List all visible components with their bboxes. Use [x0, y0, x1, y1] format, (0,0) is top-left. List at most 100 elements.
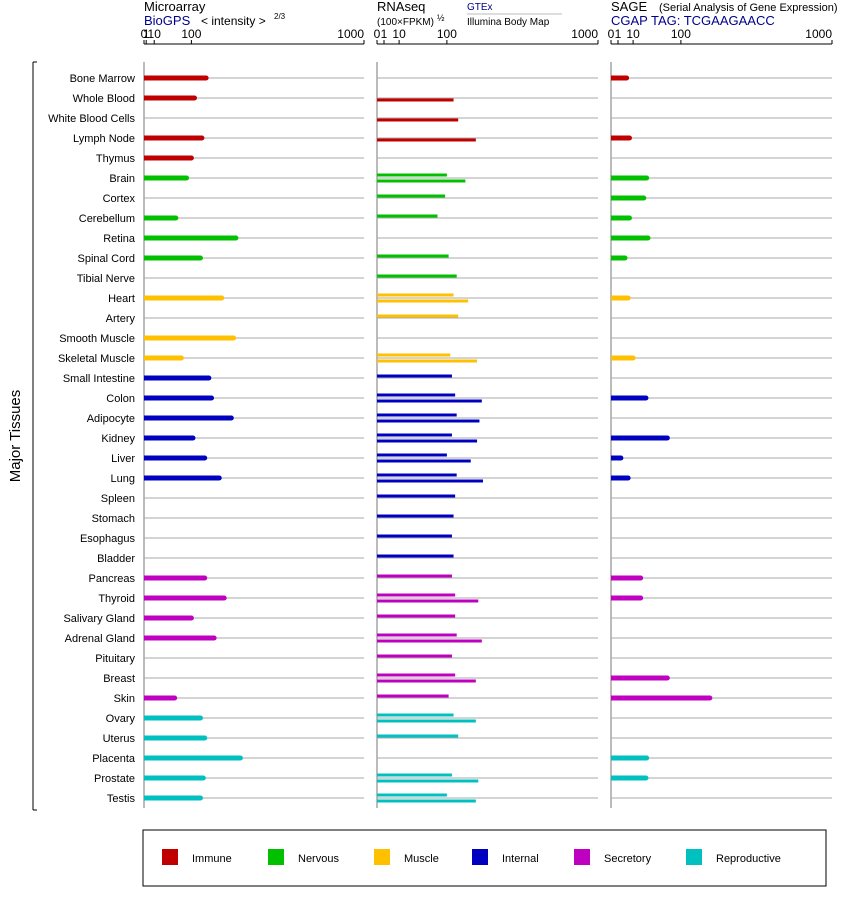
tissue-label: Retina — [103, 233, 136, 245]
tissue-label: Pancreas — [89, 573, 136, 585]
sage-tick-label: 1000 — [805, 27, 832, 41]
tissue-label: Heart — [108, 293, 135, 305]
tissue-label: Thymus — [96, 153, 136, 165]
tissue-label: Artery — [106, 313, 136, 325]
sage-title: SAGE — [611, 0, 647, 14]
tissue-label: Colon — [106, 393, 135, 405]
tissue-label: Bladder — [97, 553, 135, 565]
microarray-bar-cap — [228, 415, 234, 421]
y-axis-title: Major Tissues — [7, 390, 24, 483]
legend-label-reproductive: Reproductive — [716, 853, 781, 865]
tissue-label: Skeletal Muscle — [58, 353, 135, 365]
sage-bar-cap — [645, 235, 651, 241]
tissue-label: Brain — [109, 173, 135, 185]
legend-swatch-immune — [162, 849, 178, 865]
tissue-label: Spinal Cord — [78, 253, 135, 265]
sage-bar-cap — [618, 455, 624, 461]
tissue-label: Placenta — [92, 753, 136, 765]
tissue-label: Ovary — [106, 713, 136, 725]
sage-title-note: (Serial Analysis of Gene Expression) — [659, 2, 838, 14]
microarray-bar-cap — [237, 755, 243, 761]
gridlines-layer — [143, 62, 832, 808]
tissue-label: Testis — [107, 793, 136, 805]
sage-bar-cap — [626, 215, 632, 221]
sage-bar-cap — [644, 755, 650, 761]
tissue-label: Pituitary — [95, 653, 135, 665]
microarray-tick-label: 1 — [143, 27, 150, 41]
illumina-source-label: Illumina Body Map — [467, 17, 550, 28]
microarray-bar-cap — [216, 475, 222, 481]
tissue-label: Small Intestine — [63, 373, 135, 385]
tissue-label: Tibial Nerve — [77, 273, 135, 285]
sage-tick-label: 0 — [608, 27, 615, 41]
legend-swatch-reproductive — [686, 849, 702, 865]
microarray-tick-label: 100 — [181, 27, 201, 41]
rnaseq-title: RNAseq — [377, 0, 425, 14]
bars-layer — [144, 75, 713, 803]
microarray-bar-cap — [178, 355, 184, 361]
microarray-bar-cap — [199, 135, 205, 141]
legend-label-muscle: Muscle — [404, 853, 439, 865]
microarray-tick-label: 1000 — [337, 27, 364, 41]
microarray-bar-cap — [211, 635, 217, 641]
microarray-bar-cap — [233, 235, 239, 241]
sage-tick-label: 100 — [671, 27, 691, 41]
legend-label-nervous: Nervous — [298, 853, 339, 865]
microarray-bar-cap — [231, 335, 237, 341]
tissue-label: Lung — [111, 473, 135, 485]
tissue-label: Skin — [114, 693, 135, 705]
microarray-bar-cap — [172, 695, 178, 701]
sage-bar-cap — [664, 435, 670, 441]
rnaseq-tick-label: 1000 — [571, 27, 598, 41]
rnaseq-units: (100×FPKM) — [377, 17, 434, 28]
rnaseq-tick-label: 1 — [381, 27, 388, 41]
tissue-label: Uterus — [103, 733, 136, 745]
tissue-label: Whole Blood — [73, 93, 135, 105]
microarray-bar-cap — [209, 395, 215, 401]
legend-swatch-nervous — [268, 849, 284, 865]
tissue-label: Adrenal Gland — [65, 633, 135, 645]
microarray-bar-cap — [190, 435, 196, 441]
tissue-label: Breast — [103, 673, 135, 685]
sage-bar-cap — [626, 135, 632, 141]
legend-swatch-internal — [472, 849, 488, 865]
microarray-units-exponent: 2/3 — [274, 12, 286, 21]
tissue-label: Adipocyte — [87, 413, 135, 425]
sage-bar-cap — [638, 575, 644, 581]
tissue-label: White Blood Cells — [48, 113, 135, 125]
legend: Immune Nervous Muscle Internal Secretory Repr… — [142, 829, 827, 887]
microarray-bar-cap — [221, 595, 227, 601]
sage-bar-cap — [644, 175, 650, 181]
microarray-tick-label: 10 — [148, 27, 162, 41]
legend-label-internal: Internal — [502, 853, 539, 865]
sage-tick-label: 10 — [626, 27, 640, 41]
microarray-tick-label: 0 — [141, 27, 148, 41]
microarray-bar-cap — [206, 375, 212, 381]
tissue-label: Prostate — [94, 773, 135, 785]
tissue-label: Thyroid — [98, 593, 135, 605]
tissue-label: Cerebellum — [79, 213, 135, 225]
legend-label-secretory: Secretory — [604, 853, 652, 865]
rnaseq-tick-label: 10 — [392, 27, 406, 41]
microarray-bar-cap — [202, 575, 208, 581]
biogps-link[interactable]: BioGPS — [144, 13, 191, 28]
microarray-bar-cap — [203, 75, 209, 81]
microarray-bar-cap — [188, 155, 194, 161]
sage-bar-cap — [641, 195, 647, 201]
gtex-source-label: GTEx — [467, 2, 493, 13]
microarray-bar-cap — [184, 175, 190, 181]
sage-tick-label: 1 — [615, 27, 622, 41]
microarray-bar-cap — [200, 775, 206, 781]
sage-bar-cap — [664, 675, 670, 681]
sage-bar-cap — [638, 595, 644, 601]
legend-swatch-secretory — [574, 849, 590, 865]
tissue-label: Smooth Muscle — [59, 333, 135, 345]
microarray-bar-cap — [202, 735, 208, 741]
tissue-label: Esophagus — [80, 533, 136, 545]
tissue-label: Kidney — [101, 433, 135, 445]
tissue-label: Spleen — [101, 493, 135, 505]
microarray-bar-cap — [197, 715, 203, 721]
microarray-title: Microarray — [144, 0, 206, 14]
